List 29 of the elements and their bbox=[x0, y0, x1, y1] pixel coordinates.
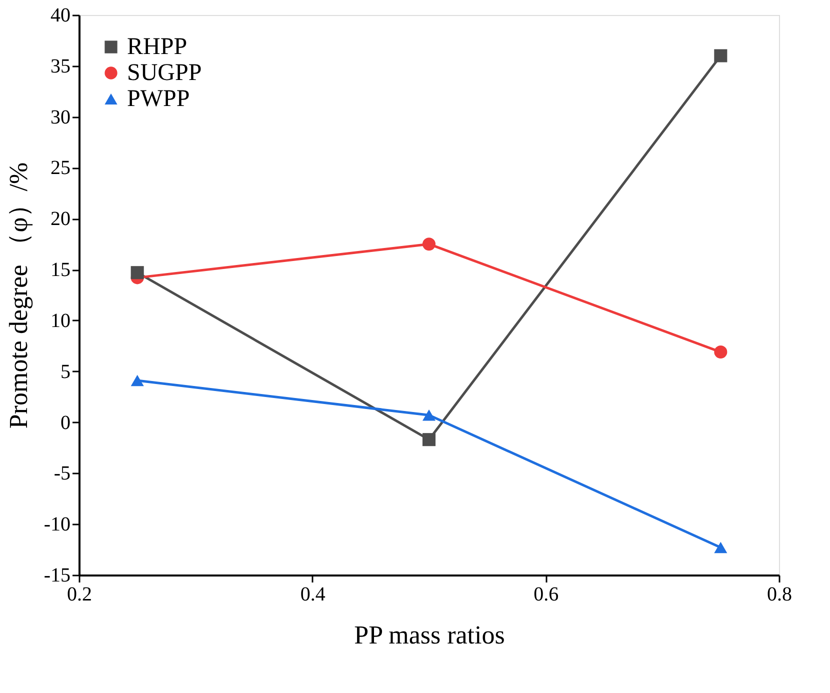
point bbox=[714, 346, 728, 359]
point bbox=[130, 266, 144, 280]
y-tick-label: 20 bbox=[50, 208, 70, 230]
y-tick-label: 0 bbox=[60, 412, 70, 434]
x-tick-label: 0.8 bbox=[767, 584, 792, 606]
y-tick-label: 10 bbox=[50, 310, 70, 332]
point bbox=[422, 433, 436, 446]
legend-label: SUGPP bbox=[127, 60, 202, 86]
y-tick-label: 35 bbox=[50, 55, 70, 78]
y-tick-label: 30 bbox=[50, 106, 70, 128]
legend-label: RHPP bbox=[127, 34, 188, 60]
y-tick-label: 40 bbox=[50, 4, 70, 26]
x-tick-label: 0.4 bbox=[300, 584, 326, 606]
y-tick-label: -5 bbox=[54, 462, 70, 485]
point bbox=[714, 49, 728, 62]
y-tick-label: -10 bbox=[44, 514, 70, 536]
y-tick-label: 5 bbox=[60, 360, 70, 383]
legend-label: PWPP bbox=[127, 86, 190, 112]
x-tick-label: 0.6 bbox=[534, 584, 559, 606]
y-tick-label: -15 bbox=[44, 564, 70, 586]
y-tick-label: 15 bbox=[50, 259, 70, 282]
y-axis-title: Promote degree （φ）/% bbox=[4, 162, 33, 429]
x-axis-title: PP mass ratios bbox=[354, 620, 505, 650]
point bbox=[422, 410, 436, 421]
point bbox=[130, 374, 144, 386]
y-tick-label: 25 bbox=[50, 157, 70, 180]
point bbox=[714, 542, 728, 554]
x-tick-label: 0.2 bbox=[67, 584, 92, 606]
point bbox=[422, 238, 436, 251]
